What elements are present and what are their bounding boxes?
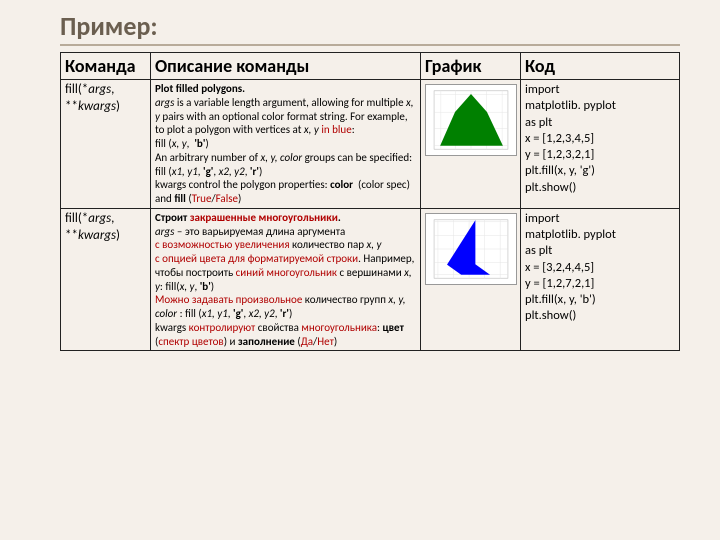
header-code: Код [521, 53, 680, 80]
command-cell: fill(*args,**kwargs) [61, 80, 151, 209]
description-cell: Строит закрашенные многоугольники.args –… [151, 208, 421, 351]
example-table: Команда Описание команды График Код fill… [60, 52, 680, 351]
command-cell: fill(*args,**kwargs) [61, 208, 151, 351]
slide-title: Пример: [60, 10, 680, 46]
chart-thumbnail [425, 213, 517, 285]
header-graph: График [421, 53, 521, 80]
table-row: fill(*args,**kwargs)Plot filled polygons… [61, 80, 680, 209]
header-description: Описание команды [151, 53, 421, 80]
graph-cell [421, 80, 521, 209]
header-row: Команда Описание команды График Код [61, 53, 680, 80]
graph-cell [421, 208, 521, 351]
code-cell: import matplotlib. pyplot as plt x = [1,… [521, 80, 680, 209]
code-cell: import matplotlib. pyplot as plt x = [3,… [521, 208, 680, 351]
description-cell: Plot filled polygons.args is a variable … [151, 80, 421, 209]
header-command: Команда [61, 53, 151, 80]
table-row: fill(*args,**kwargs)Строит закрашенные м… [61, 208, 680, 351]
slide: Пример: Команда Описание команды График … [0, 0, 720, 540]
chart-thumbnail [425, 84, 517, 156]
